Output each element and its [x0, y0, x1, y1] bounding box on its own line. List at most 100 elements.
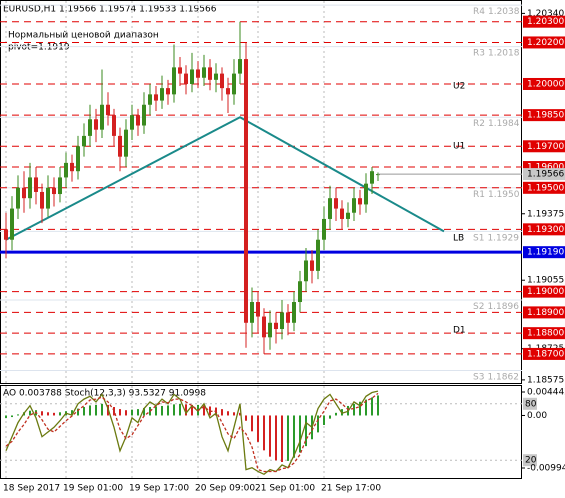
- ao-bar: [263, 415, 265, 451]
- ao-bar: [353, 403, 355, 416]
- candle-body: [208, 67, 212, 80]
- level-box: [523, 15, 565, 28]
- candle-body: [256, 302, 260, 317]
- ao-bar: [179, 403, 181, 416]
- candle-body: [178, 67, 182, 74]
- candle-body: [244, 59, 248, 323]
- level-label: 1.19600: [527, 163, 564, 173]
- ao-bar: [29, 410, 31, 416]
- x-tick-label: 20 Sep 09:00: [195, 484, 255, 494]
- pivot-point-value: 1.1929: [487, 233, 519, 243]
- y-tick-label: 1.20340: [527, 9, 564, 19]
- ao-bar: [173, 404, 175, 416]
- ao-bar: [227, 411, 229, 416]
- pivot-point-label: S3 1.1862: [473, 372, 519, 382]
- candle-body: [184, 73, 188, 84]
- level-label: 1.19300: [527, 225, 564, 235]
- pivot-point-name: R4: [473, 7, 485, 17]
- y2-tick-box: [523, 397, 537, 410]
- pivot-point-value: 1.2038: [488, 7, 520, 17]
- ao-bar: [119, 409, 121, 416]
- candle-body: [358, 198, 362, 205]
- ao-bar: [155, 406, 157, 416]
- pivot-point-value: 1.1896: [487, 301, 519, 311]
- ao-bar: [245, 415, 247, 421]
- level-box: [523, 285, 565, 298]
- level-box: [523, 77, 565, 90]
- level-label: 1.20000: [527, 79, 564, 89]
- candle-body: [238, 59, 242, 74]
- level-box: [523, 327, 565, 340]
- level-box: [523, 36, 565, 49]
- y-tick-label: -0.009941: [527, 464, 565, 474]
- ao-bar: [323, 415, 325, 425]
- level-label: 1.19500: [527, 183, 564, 193]
- pivot-point-label: R2 1.1984: [473, 119, 520, 129]
- x-tick-label: 19 Sep 17:00: [129, 484, 189, 494]
- ao-bar: [335, 412, 337, 416]
- ao-bar: [137, 409, 139, 416]
- ao-bar: [11, 415, 13, 418]
- main-frame: [0, 0, 522, 384]
- stoch-line: [5, 392, 379, 473]
- ao-bar: [257, 415, 259, 442]
- ao-bar: [359, 401, 361, 416]
- ao-bar: [239, 412, 241, 416]
- candle-body: [112, 115, 116, 136]
- level-box: [523, 306, 565, 319]
- candle-body: [346, 212, 350, 219]
- candle-body: [304, 260, 308, 282]
- ao-bar: [41, 411, 43, 416]
- candle-body: [154, 94, 158, 101]
- pivot-point-name: R3: [473, 48, 485, 58]
- candle-body: [10, 208, 14, 240]
- candle-body: [214, 73, 218, 80]
- ao-bar: [191, 404, 193, 416]
- candle-body: [364, 183, 368, 205]
- candle-body: [262, 316, 266, 338]
- candle-body: [4, 229, 8, 240]
- candle-body: [76, 146, 80, 172]
- candle-body: [196, 69, 200, 78]
- level-label: 1.19700: [527, 142, 564, 152]
- ao-bar: [47, 412, 49, 416]
- ao-bar: [101, 403, 103, 416]
- zone-label: LB: [453, 234, 464, 244]
- pivot-point-label: R3 1.2018: [473, 48, 520, 58]
- y-tick-label: 0.00: [527, 411, 547, 421]
- level-label: 1.18800: [527, 329, 564, 339]
- level-box: [523, 223, 565, 236]
- x-tick-label: 18 Sep 2017: [3, 484, 60, 494]
- ao-bar: [59, 412, 61, 416]
- candle-body: [190, 69, 194, 84]
- candle-body: [70, 162, 74, 172]
- candle-body: [292, 302, 296, 323]
- level-label: 1.20200: [527, 38, 564, 48]
- ao-bar: [167, 405, 169, 416]
- subtitle: Нормальный ценовой диапазон: [8, 31, 159, 41]
- x-tick-label: 19 Sep 01:00: [63, 484, 123, 494]
- candle-body: [58, 177, 62, 195]
- candle-body: [100, 104, 104, 130]
- candle-body: [106, 104, 110, 116]
- pivot-point-label: R1 1.1950: [473, 189, 520, 199]
- ao-bar: [53, 412, 55, 416]
- ao-bar: [299, 415, 301, 453]
- candle-body: [136, 115, 140, 126]
- y-tick-label: 1.19375: [527, 209, 564, 219]
- candle-body: [340, 208, 344, 219]
- ao-bar: [317, 415, 319, 433]
- chart-title: EURUSD,H1 1.19566 1.19574 1.19533 1.1956…: [3, 5, 217, 15]
- level-box: [523, 109, 565, 122]
- candle-body: [328, 198, 332, 219]
- last-price-label: 1.19566: [527, 170, 564, 180]
- candle-body: [250, 302, 254, 323]
- candle-body: [52, 187, 56, 195]
- ao-bar: [269, 415, 271, 457]
- ao-bar: [221, 409, 223, 416]
- pivot-value: 1.19190: [527, 248, 564, 258]
- ao-bar: [143, 408, 145, 416]
- level-label: 1.19000: [527, 287, 564, 297]
- level-label: 1.20300: [527, 17, 564, 27]
- candle-body: [160, 88, 164, 101]
